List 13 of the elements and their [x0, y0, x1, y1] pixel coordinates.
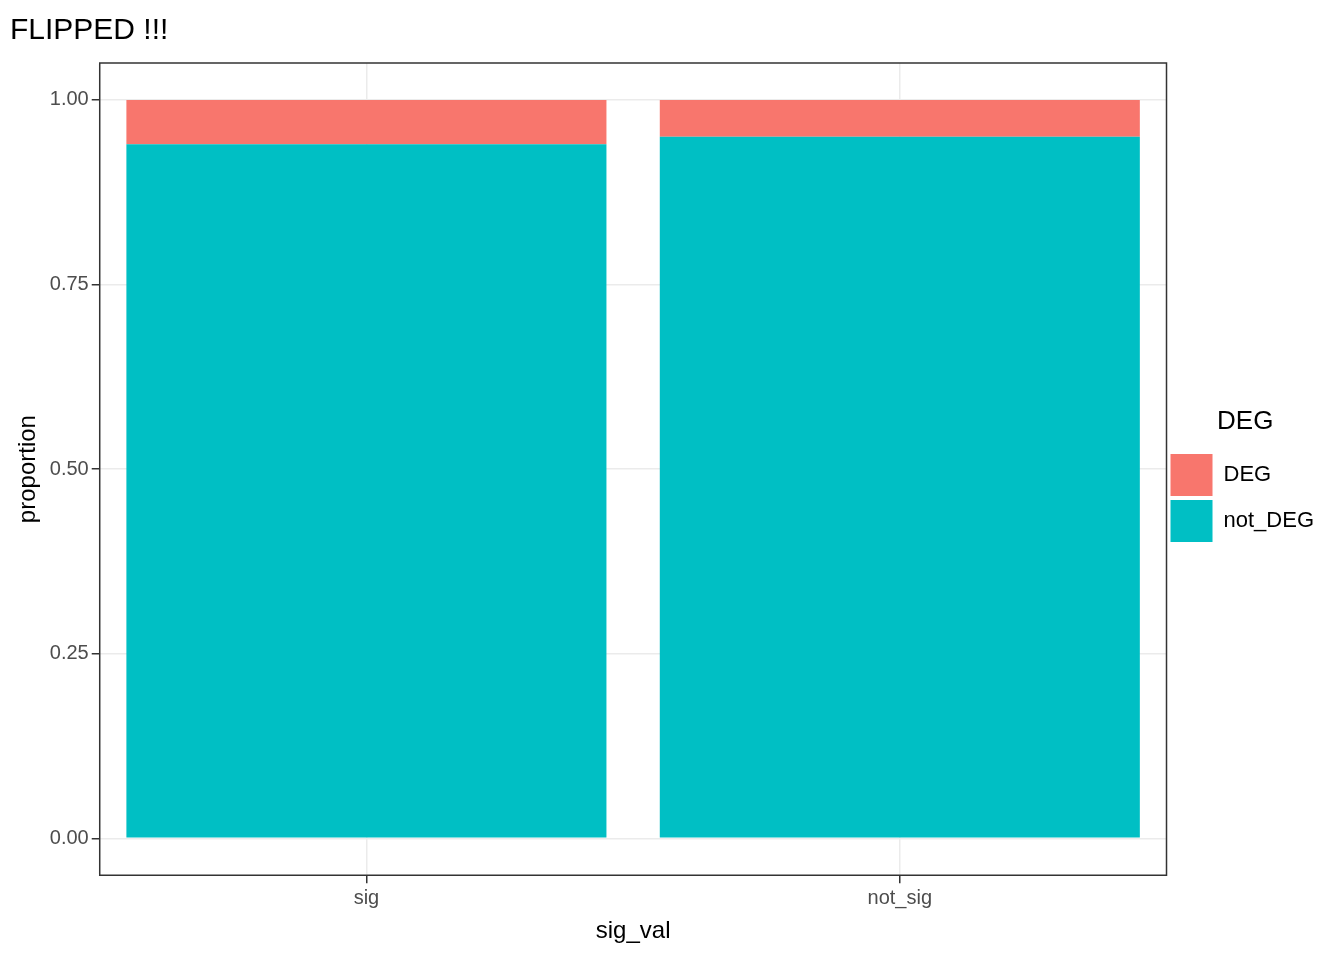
legend-title: DEG	[1217, 405, 1274, 436]
y-tick-label: 0.75	[49, 272, 89, 295]
y-tick-label: 0.00	[49, 825, 89, 848]
y-tick-label: 0.50	[49, 456, 89, 479]
legend-label: not_DEG	[1223, 507, 1315, 533]
y-tick-label: 1.00	[49, 87, 89, 110]
y-tick-label: 0.25	[49, 641, 89, 664]
x-axis-title: sig_val	[595, 916, 671, 944]
x-tick-label: not_sig	[867, 885, 933, 909]
chart-title: FLIPPED !!!	[10, 12, 169, 46]
x-tick-label: sig	[353, 885, 380, 908]
legend-label: DEG	[1223, 461, 1272, 487]
y-axis-title: proportion	[13, 415, 41, 524]
